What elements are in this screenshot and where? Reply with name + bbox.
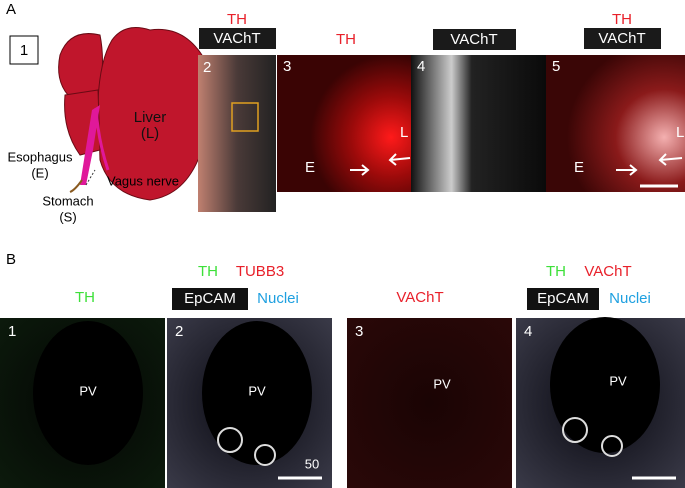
stain-label: EpCAM: [184, 290, 236, 307]
region-label: L: [400, 124, 408, 141]
label-box: [584, 28, 661, 49]
region-label: PV: [79, 383, 97, 398]
diagram-number: 1: [20, 42, 28, 59]
vessel: [33, 321, 143, 465]
stain-label: VAChT: [450, 31, 497, 48]
micrograph: [198, 55, 276, 212]
image-number: 2: [175, 323, 183, 340]
stain-label: TH: [546, 263, 566, 280]
micrograph: [546, 55, 685, 192]
label: (L): [141, 125, 159, 142]
stain-label: VAChT: [213, 30, 260, 47]
stain-label: Nuclei: [257, 290, 299, 307]
bile-duct: [601, 435, 623, 457]
number-box: [9, 35, 39, 65]
micrograph: [277, 55, 411, 192]
region-label: E: [305, 159, 315, 176]
label: (E): [31, 165, 48, 180]
nerve: [94, 107, 110, 171]
inset-box: [231, 102, 259, 132]
label-box: [172, 288, 248, 310]
stain-label: TH: [227, 11, 247, 28]
label-box: [433, 29, 516, 50]
region-label: PV: [433, 376, 451, 391]
stain-label: VAChT: [584, 263, 631, 280]
label-box: [527, 288, 599, 310]
arrow: [350, 153, 411, 176]
label: Liver: [134, 109, 167, 126]
label: Esophagus: [7, 149, 73, 164]
image-number: 4: [417, 58, 425, 75]
arrow: [616, 153, 683, 176]
label: Stomach: [42, 193, 93, 208]
stain-label: TH: [75, 289, 95, 306]
scale-label: 50: [305, 456, 319, 471]
stain-label: Nuclei: [609, 290, 651, 307]
stain-label: TH: [612, 11, 632, 28]
image-number: 5: [552, 58, 560, 75]
bile-duct: [217, 427, 243, 453]
image-number: 3: [283, 58, 291, 75]
stomach-line: [69, 179, 83, 193]
image-number: 3: [355, 323, 363, 340]
image-number: 2: [203, 59, 211, 76]
stain-label: VAChT: [396, 289, 443, 306]
image-number: 1: [8, 323, 16, 340]
vessel: [550, 317, 660, 453]
stain-label: EpCAM: [537, 290, 589, 307]
label: (S): [59, 209, 76, 224]
micrograph: [347, 318, 512, 488]
esophagus: [80, 105, 100, 185]
region-label: E: [574, 159, 584, 176]
image-number: 4: [524, 323, 532, 340]
stain-label: VAChT: [598, 30, 645, 47]
label: Vagus nerve: [107, 173, 179, 188]
stain-label: TH: [336, 31, 356, 48]
region-label: PV: [248, 383, 266, 398]
micrograph: [411, 55, 546, 192]
label-box: [199, 28, 276, 49]
pointer: [85, 169, 96, 186]
panel-letter: B: [6, 251, 16, 268]
panel-letter: A: [6, 1, 16, 18]
bile-duct: [562, 417, 588, 443]
region-label: PV: [609, 373, 627, 388]
bile-duct: [254, 444, 276, 466]
stain-label: TH: [198, 263, 218, 280]
lobe: [58, 33, 103, 96]
stain-label: TUBB3: [236, 263, 284, 280]
region-label: L: [676, 124, 684, 141]
